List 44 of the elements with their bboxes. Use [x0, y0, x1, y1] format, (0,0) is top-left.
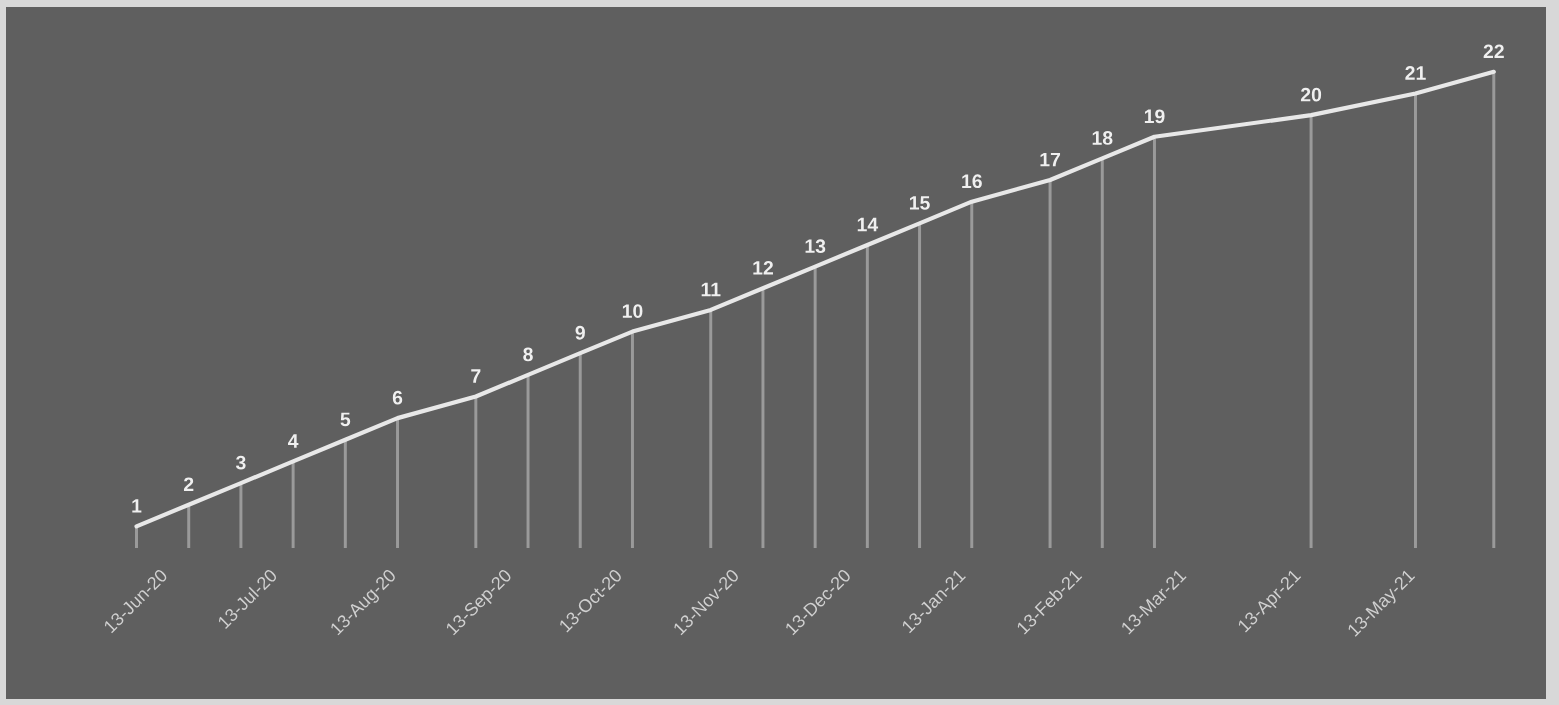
bar	[813, 266, 817, 548]
data-label: 3	[235, 455, 246, 470]
data-label: 6	[392, 390, 403, 405]
bar	[396, 418, 400, 548]
bar	[1152, 136, 1156, 548]
data-label: 1	[132, 499, 142, 513]
data-label: 4	[288, 434, 299, 448]
bar	[343, 439, 347, 548]
bar	[1309, 115, 1313, 548]
data-label: 13	[805, 239, 826, 254]
data-label: 8	[523, 347, 533, 362]
bar	[761, 288, 765, 548]
data-label: 18	[1092, 131, 1113, 145]
data-label: 2	[183, 477, 194, 491]
bar	[239, 483, 243, 548]
bar	[135, 526, 138, 548]
bar	[970, 201, 974, 548]
bar	[1100, 158, 1104, 548]
data-label: 21	[1405, 66, 1426, 80]
bar	[1414, 93, 1417, 548]
data-label: 20	[1300, 87, 1322, 102]
data-label: 14	[857, 217, 879, 232]
bar	[918, 223, 922, 548]
data-label: 19	[1144, 109, 1165, 124]
data-label: 16	[962, 174, 982, 189]
data-label: 7	[471, 369, 481, 383]
bar	[709, 309, 713, 548]
bar	[187, 504, 191, 548]
bar	[474, 396, 478, 548]
data-label: 10	[622, 304, 643, 318]
bar	[630, 331, 634, 548]
data-label: 22	[1483, 44, 1504, 59]
bar	[578, 353, 582, 548]
bar	[526, 374, 530, 548]
bar	[1492, 71, 1496, 548]
bar	[1048, 180, 1052, 548]
data-label: 9	[575, 325, 585, 340]
data-label: 17	[1040, 152, 1061, 167]
data-label: 15	[909, 196, 930, 210]
bar	[291, 461, 295, 548]
data-label: 5	[340, 412, 351, 427]
data-label: 12	[753, 260, 773, 275]
data-label: 11	[701, 282, 721, 297]
bar	[865, 244, 869, 548]
